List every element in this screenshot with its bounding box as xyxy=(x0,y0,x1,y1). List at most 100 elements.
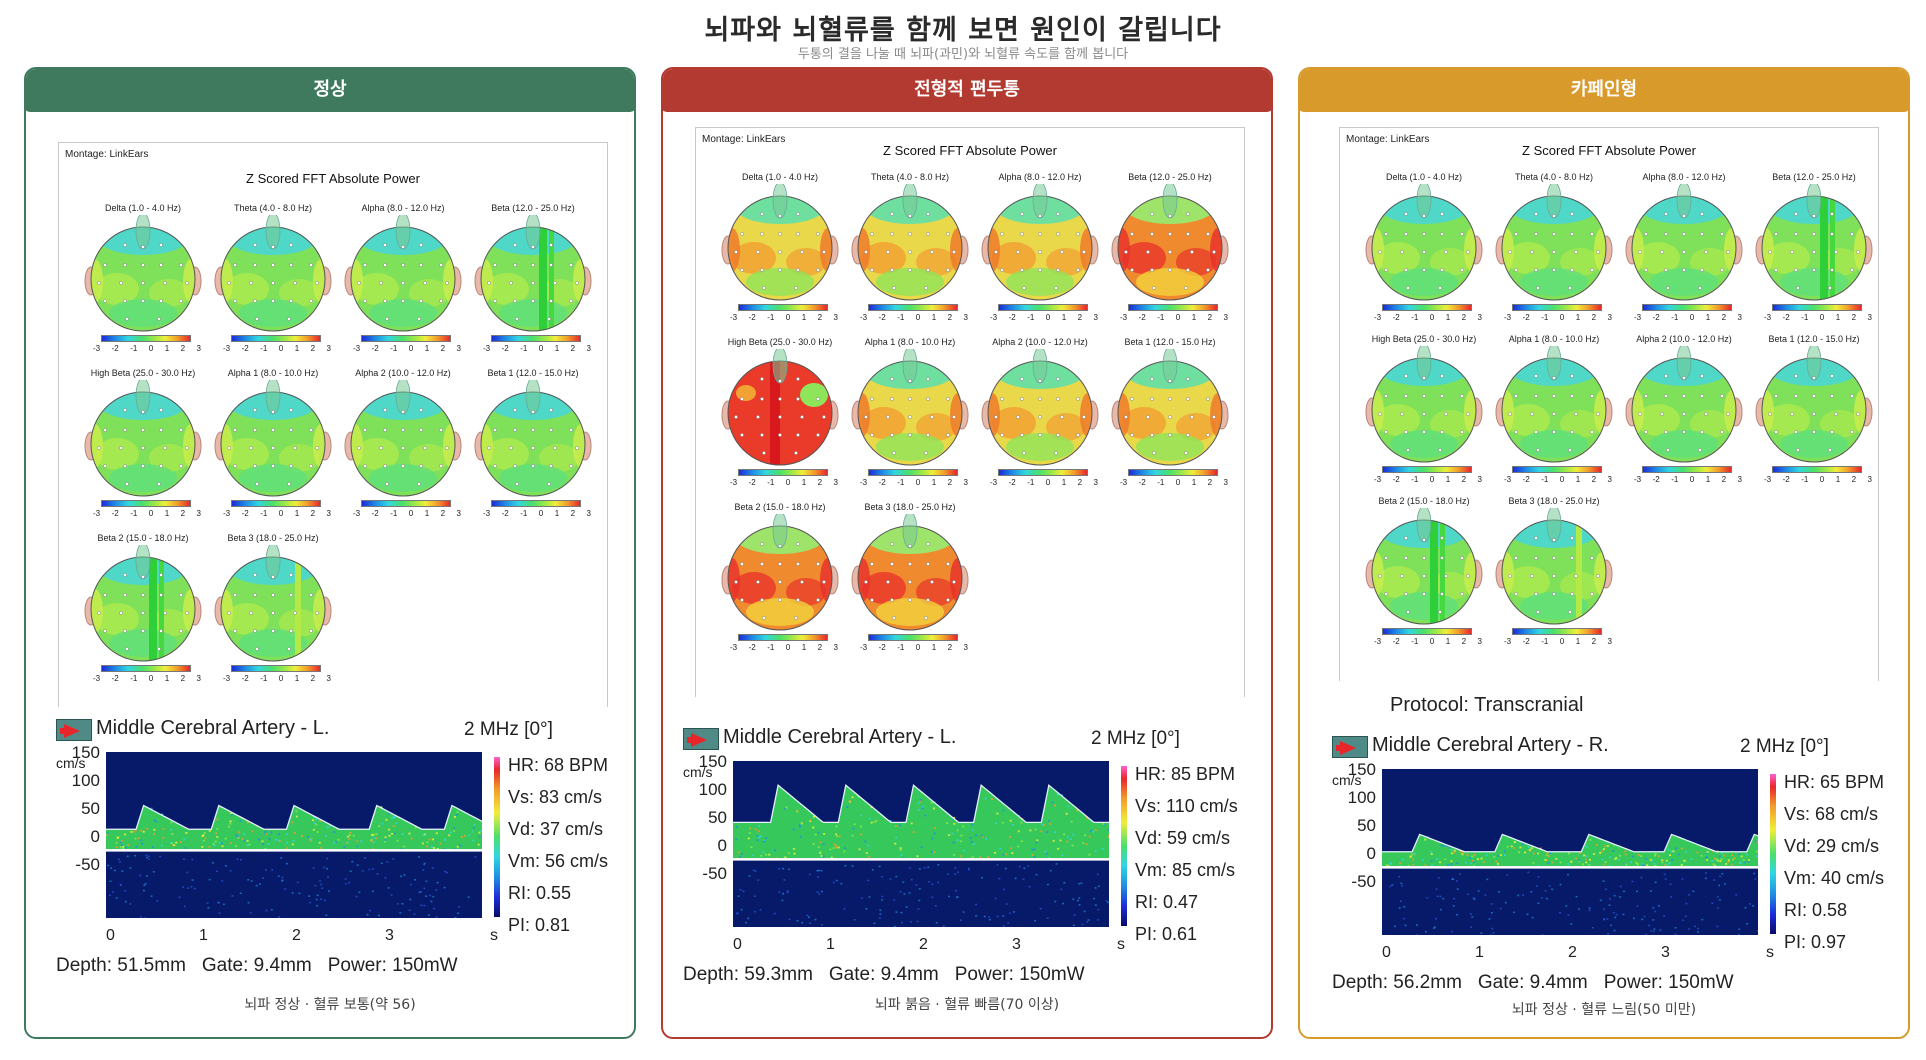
z-tick: 2 xyxy=(818,643,822,652)
z-tick: -1 xyxy=(1801,475,1808,484)
y-tick: -50 xyxy=(1336,872,1376,892)
z-tick: 0 xyxy=(786,643,790,652)
z-tick: -3 xyxy=(483,344,490,353)
z-tick: 0 xyxy=(149,509,153,518)
y-tick: 50 xyxy=(60,799,100,819)
panel-migraine: 전형적 편두통 Montage: LinkEars Z Scored FFT Abs… xyxy=(661,67,1273,1039)
tcd-report: Protocol: Transcranial Middle Cerebral Ar… xyxy=(1332,736,1892,1036)
band-label: Beta 1 (12.0 - 15.0 Hz) xyxy=(1106,337,1234,347)
topo-map: Beta 1 (12.0 - 15.0 Hz) -3 -2 -1 0 1 2 3 xyxy=(469,368,597,528)
z-tick: 0 xyxy=(786,478,790,487)
head-topography-icon xyxy=(846,349,974,469)
z-score-ticks: -3 -2 -1 0 1 2 3 xyxy=(1504,475,1612,484)
z-tick: 0 xyxy=(279,344,283,353)
z-score-ticks: -3 -2 -1 0 1 2 3 xyxy=(223,344,331,353)
z-tick: 1 xyxy=(1062,478,1066,487)
z-score-ticks: -3 -2 -1 0 1 2 3 xyxy=(730,478,838,487)
x-tick: 3 xyxy=(1012,936,1021,954)
z-tick: -3 xyxy=(990,313,997,322)
z-tick: 0 xyxy=(279,674,283,683)
z-tick: 3 xyxy=(1224,313,1228,322)
head-topography-icon xyxy=(469,215,597,335)
y-tick: -50 xyxy=(687,864,727,884)
topo-map: Beta 2 (15.0 - 18.0 Hz) -3 -2 -1 0 1 2 3 xyxy=(1360,496,1488,656)
z-score-ticks: -3 -2 -1 0 1 2 3 xyxy=(990,478,1098,487)
z-score-colorbar xyxy=(1382,304,1472,311)
z-tick: 3 xyxy=(457,509,461,518)
z-tick: 1 xyxy=(555,509,559,518)
z-tick: -2 xyxy=(1009,478,1016,487)
z-tick: 0 xyxy=(786,313,790,322)
z-score-colorbar xyxy=(101,335,191,342)
z-tick: -2 xyxy=(502,344,509,353)
x-tick: 0 xyxy=(1382,944,1391,962)
z-tick: 2 xyxy=(948,478,952,487)
fft-title: Z Scored FFT Absolute Power xyxy=(1340,143,1878,158)
z-tick: 0 xyxy=(539,344,543,353)
band-label: Alpha 2 (10.0 - 12.0 Hz) xyxy=(1620,334,1748,344)
z-tick: 2 xyxy=(571,344,575,353)
z-tick: -1 xyxy=(897,478,904,487)
power-value: Power: 150mW xyxy=(955,964,1085,985)
z-tick: 1 xyxy=(425,509,429,518)
z-tick: -1 xyxy=(1157,478,1164,487)
z-tick: 1 xyxy=(1836,475,1840,484)
z-score-ticks: -3 -2 -1 0 1 2 3 xyxy=(860,313,968,322)
z-tick: -3 xyxy=(483,509,490,518)
qeeg-report: Montage: LinkEars Z Scored FFT Absolute P… xyxy=(695,127,1245,697)
z-score-ticks: -3 -2 -1 0 1 2 3 xyxy=(990,313,1098,322)
z-tick: -2 xyxy=(1653,475,1660,484)
z-tick: 2 xyxy=(1462,313,1466,322)
z-tick: -2 xyxy=(749,313,756,322)
z-tick: 1 xyxy=(1062,313,1066,322)
z-tick: 1 xyxy=(1192,313,1196,322)
z-tick: 3 xyxy=(1868,313,1872,322)
z-tick: -3 xyxy=(353,509,360,518)
probe-frequency: 2 MHz [0°] xyxy=(1740,736,1829,758)
y-tick: 50 xyxy=(1336,816,1376,836)
arrow-right-icon xyxy=(683,728,719,750)
z-tick: 3 xyxy=(457,344,461,353)
z-score-colorbar xyxy=(1128,304,1218,311)
z-tick: 2 xyxy=(948,643,952,652)
z-score-colorbar xyxy=(738,469,828,476)
head-topography-icon xyxy=(716,514,844,634)
z-tick: 3 xyxy=(964,643,968,652)
panel-caption: 뇌파 정상 · 혈류 보통(약 56) xyxy=(26,994,634,1014)
z-tick: -1 xyxy=(767,643,774,652)
band-label: High Beta (25.0 - 30.0 Hz) xyxy=(79,368,207,378)
z-tick: -2 xyxy=(372,509,379,518)
artery-label: Middle Cerebral Artery - L. xyxy=(96,717,329,740)
z-tick: 0 xyxy=(1820,313,1824,322)
stat-ri: RI: 0.58 xyxy=(1784,900,1847,921)
stat-vs: Vs: 110 cm/s xyxy=(1135,796,1238,817)
z-tick: -3 xyxy=(730,313,737,322)
z-score-ticks: -3 -2 -1 0 1 2 3 xyxy=(1120,478,1228,487)
z-tick: -2 xyxy=(1523,637,1530,646)
z-score-colorbar xyxy=(491,335,581,342)
stat-hr: HR: 85 BPM xyxy=(1135,764,1235,785)
z-score-colorbar xyxy=(1128,469,1218,476)
z-tick: -3 xyxy=(1120,478,1127,487)
z-score-ticks: -3 -2 -1 0 1 2 3 xyxy=(730,313,838,322)
head-topography-icon xyxy=(1106,184,1234,304)
z-tick: -2 xyxy=(749,643,756,652)
z-tick: 2 xyxy=(1592,313,1596,322)
z-score-colorbar xyxy=(1512,304,1602,311)
z-tick: -1 xyxy=(1411,637,1418,646)
z-tick: -3 xyxy=(860,643,867,652)
z-tick: -2 xyxy=(1139,313,1146,322)
stat-pi: PI: 0.81 xyxy=(508,915,570,936)
head-topography-icon xyxy=(716,184,844,304)
head-topography-icon xyxy=(976,349,1104,469)
head-topography-icon xyxy=(339,215,467,335)
head-topography-icon xyxy=(846,184,974,304)
velocity-colorbar xyxy=(1121,766,1127,926)
z-tick: 2 xyxy=(1852,475,1856,484)
z-tick: 1 xyxy=(802,313,806,322)
depth-value: Depth: 51.5mm xyxy=(56,955,186,976)
z-tick: -2 xyxy=(1009,313,1016,322)
z-score-colorbar xyxy=(231,500,321,507)
z-score-colorbar xyxy=(1642,304,1732,311)
stat-pi: PI: 0.97 xyxy=(1784,932,1846,953)
